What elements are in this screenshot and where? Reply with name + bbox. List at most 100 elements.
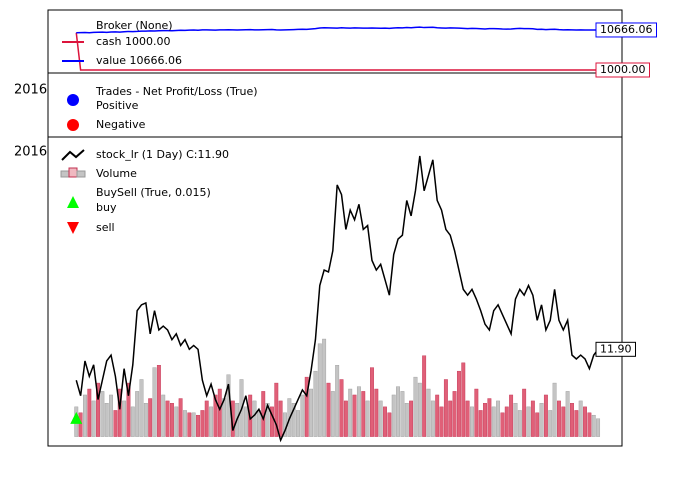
- volume-bar: [383, 406, 387, 437]
- volume-bar: [161, 394, 166, 437]
- volume-bar: [278, 400, 283, 437]
- legend-entry: value 10666.06: [96, 54, 182, 67]
- legend-entry: Negative: [96, 118, 146, 131]
- volume-bar: [548, 410, 553, 437]
- volume-bar: [113, 410, 118, 437]
- volume-bar: [578, 400, 583, 437]
- volume-bar: [426, 388, 431, 437]
- volume-bar: [500, 412, 505, 437]
- legend-entry: buy: [96, 201, 117, 214]
- labels-layer: 1000.00 cash 1000.00 10666.06 value 10666.0…: [14, 19, 657, 357]
- legend-marker: [67, 196, 79, 208]
- buy-marker: [70, 411, 83, 424]
- volume-bar: [356, 386, 361, 437]
- legend-entry: sell: [96, 221, 115, 234]
- volume-bar: [539, 403, 544, 437]
- volume-bar: [483, 403, 487, 437]
- volume-bar: [461, 362, 466, 437]
- volume-bar: [183, 410, 187, 437]
- volume-bar: [430, 400, 435, 437]
- volume-bar: [478, 410, 483, 437]
- volume-bar: [156, 365, 161, 437]
- volume-bar: [439, 406, 444, 437]
- volume-bar: [335, 365, 340, 437]
- volume-bar: [465, 400, 470, 437]
- volume-bar: [387, 412, 392, 437]
- axis-stub: 2016: [14, 145, 47, 160]
- end-label: 10666.06: [600, 23, 653, 36]
- volume-bar: [448, 400, 453, 437]
- volume-bar: [435, 394, 440, 437]
- volume-bar: [178, 398, 183, 437]
- volume-bar: [348, 388, 353, 437]
- volume-bar: [148, 398, 153, 437]
- volume-bar: [330, 391, 335, 437]
- volume-bar: [87, 388, 92, 437]
- price-frame: [47, 136, 623, 447]
- volume-bar: [365, 400, 370, 437]
- end-label: 11.90: [600, 342, 632, 355]
- volume-bar: [174, 406, 179, 437]
- volume-bar: [443, 379, 448, 437]
- volume-bar: [313, 370, 318, 437]
- volume-bar: [265, 403, 270, 437]
- volume-bar: [165, 400, 170, 437]
- broker-line: [76, 26, 599, 34]
- volume-bar: [396, 386, 400, 437]
- volume-bar: [522, 388, 527, 437]
- broker-line: [75, 32, 599, 71]
- volume-bar: [135, 391, 140, 437]
- volume-bar: [543, 394, 548, 437]
- volume-bar: [417, 382, 422, 437]
- volume-bar: [491, 406, 496, 437]
- volume-bar: [252, 400, 257, 437]
- volume-bar: [591, 414, 596, 437]
- axis-stub: 2016: [14, 83, 47, 98]
- legend-marker: [67, 119, 79, 131]
- legend-entry: Positive: [96, 99, 139, 112]
- legend-swatch: [60, 170, 70, 178]
- volume-bar: [526, 406, 531, 437]
- volume-bar: [509, 394, 514, 437]
- volume-bar: [109, 394, 113, 437]
- volume-bar: [83, 394, 87, 437]
- volume-bar: [213, 394, 218, 437]
- volume-bar: [370, 367, 374, 437]
- legend-swatch: [76, 170, 86, 178]
- volume-bar: [352, 394, 357, 437]
- volume-bar: [322, 338, 327, 437]
- volume-bar: [217, 388, 222, 437]
- volume-bar: [561, 406, 566, 437]
- volume-bar: [400, 391, 405, 437]
- volume-bar: [413, 376, 418, 437]
- volume-bar: [270, 406, 274, 437]
- volume-bar: [474, 388, 479, 437]
- volume-bar: [296, 410, 300, 437]
- legend-title: BuySell (True, 0.015): [96, 186, 211, 199]
- volume-bar: [130, 406, 135, 437]
- volume-bar: [187, 412, 192, 437]
- volume-bar: [243, 406, 248, 437]
- legend-entry: Volume: [96, 167, 137, 180]
- marks-layer: [70, 26, 601, 443]
- volume-bar: [300, 394, 305, 437]
- volume-bar: [496, 400, 501, 437]
- legend-swatch: [61, 149, 85, 161]
- volume-bar: [339, 379, 344, 437]
- volume-bar: [152, 367, 157, 437]
- volume-bar: [422, 355, 427, 437]
- volume-bar: [583, 406, 587, 437]
- volume-bar: [309, 388, 314, 437]
- volume-bar: [317, 343, 322, 437]
- volume-bar: [209, 406, 214, 437]
- end-label-box: [595, 22, 657, 38]
- volume-bar: [222, 398, 227, 437]
- volume-bar: [100, 391, 105, 437]
- volume-bar: [96, 382, 100, 437]
- volume-bar: [274, 382, 279, 437]
- legend-swatch: [68, 167, 78, 178]
- volume-bar: [530, 400, 535, 437]
- volume-bar: [169, 403, 174, 437]
- volume-bar: [139, 379, 144, 437]
- volume-bar: [104, 403, 109, 437]
